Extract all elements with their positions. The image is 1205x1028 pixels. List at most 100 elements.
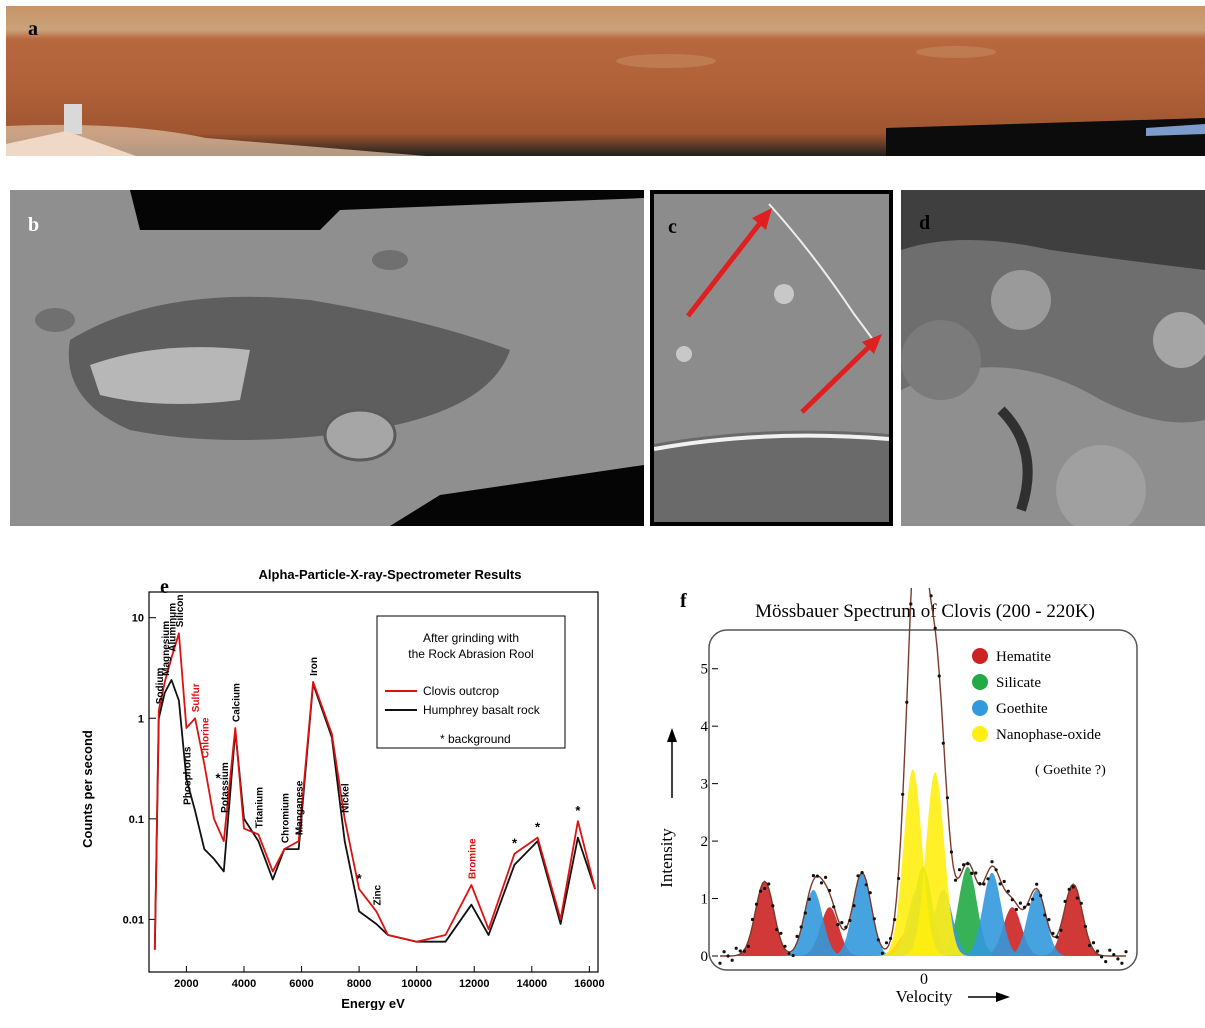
mossbauer-data-point bbox=[1075, 896, 1079, 900]
mossbauer-data-point bbox=[974, 871, 978, 875]
panel-label-d: d bbox=[919, 212, 931, 234]
apxs-ytick-label: 0.1 bbox=[129, 814, 144, 826]
rock-abrasion-photo: b bbox=[10, 190, 644, 526]
apxs-peak-label: Sulfur bbox=[191, 683, 202, 712]
mossbauer-data-point bbox=[1002, 879, 1006, 884]
mossbauer-component-peak bbox=[975, 907, 1049, 956]
mossbauer-data-point bbox=[929, 594, 933, 598]
mossbauer-ytick-label: 1 bbox=[701, 892, 709, 908]
mossbauer-data-point bbox=[962, 863, 966, 867]
mossbauer-legend-label: Goethite bbox=[996, 701, 1048, 717]
mossbauer-data-point bbox=[1091, 941, 1096, 945]
mossbauer-data-point bbox=[1059, 928, 1063, 932]
apxs-legend: After grinding with the Rock Abrasion Ro… bbox=[376, 615, 566, 749]
apxs-xlabel: Energy eV bbox=[341, 996, 405, 1010]
mossbauer-data-point bbox=[763, 886, 767, 891]
mossbauer-data-point bbox=[1096, 949, 1100, 953]
apxs-peak-label: Iron bbox=[309, 657, 320, 676]
mossbauer-data-point bbox=[945, 796, 949, 800]
mossbauer-component-peak bbox=[898, 772, 972, 956]
mossbauer-data-point bbox=[783, 944, 787, 948]
apxs-plot-frame bbox=[148, 591, 599, 973]
electron-microscope-texture bbox=[901, 190, 1205, 526]
mossbauer-data-point bbox=[1067, 887, 1071, 891]
mossbauer-data-point bbox=[1006, 889, 1010, 893]
apxs-background-marker: * bbox=[357, 871, 363, 886]
mossbauer-component-peak bbox=[1000, 889, 1074, 956]
microscope-features bbox=[654, 203, 889, 522]
mossbauer-data-point bbox=[722, 950, 726, 954]
mossbauer-data-point bbox=[856, 874, 860, 878]
mossbauer-data-point bbox=[734, 946, 738, 950]
mossbauer-xlabel: Velocity bbox=[896, 987, 953, 1006]
mossbauer-plot-frame bbox=[708, 629, 1138, 971]
mossbauer-legend-label: Hematite bbox=[996, 649, 1051, 665]
mossbauer-data-point bbox=[880, 951, 884, 955]
mossbauer-data-point bbox=[994, 868, 998, 872]
mossbauer-data-point bbox=[746, 944, 750, 948]
apxs-ytick-label: 10 bbox=[132, 613, 144, 625]
mossbauer-data-point bbox=[966, 862, 970, 866]
apxs-peak-label: Bromine bbox=[467, 838, 478, 879]
mossbauer-legend-label: Silicate bbox=[996, 675, 1041, 691]
apxs-ytick-label: 0.01 bbox=[123, 914, 144, 926]
mossbauer-data-point bbox=[978, 882, 982, 886]
mossbauer-data-point bbox=[836, 923, 840, 927]
apxs-peak-label: Manganese bbox=[295, 780, 306, 835]
mossbauer-ytick-label: 5 bbox=[701, 662, 709, 678]
mossbauer-legend-swatch bbox=[972, 700, 988, 716]
red-arrow-upper bbox=[686, 208, 772, 318]
mossbauer-data-point bbox=[986, 877, 990, 881]
apxs-peak-label: Potassium bbox=[220, 762, 231, 813]
mossbauer-component-peak bbox=[931, 866, 1005, 956]
mossbauer-data-point bbox=[771, 904, 775, 908]
mossbauer-data-point bbox=[767, 882, 771, 886]
mossbauer-data-point bbox=[1010, 898, 1014, 902]
mossbauer-data-point bbox=[1022, 905, 1027, 909]
mossbauer-data-point bbox=[840, 921, 844, 925]
mossbauer-data-point bbox=[738, 949, 742, 953]
apxs-legend-background-note: * background bbox=[440, 732, 511, 746]
mossbauer-data-point bbox=[884, 941, 889, 945]
mossbauer-ytick-label: 3 bbox=[701, 777, 709, 793]
mossbauer-data-point bbox=[726, 954, 730, 958]
apxs-background-marker: * bbox=[575, 803, 581, 818]
mossbauer-data-point bbox=[953, 878, 958, 882]
mossbauer-data-point bbox=[949, 850, 953, 854]
mossbauer-data-point bbox=[1051, 931, 1055, 935]
mossbauer-data-point bbox=[1047, 918, 1051, 922]
red-arrow-lower bbox=[800, 334, 882, 414]
rock-abrasion-texture bbox=[10, 190, 644, 526]
mossbauer-data-point bbox=[1043, 913, 1047, 917]
apxs-ylabel: Counts per second bbox=[80, 730, 95, 848]
mossbauer-fit-envelope bbox=[720, 588, 1126, 957]
mossbauer-legend-swatch bbox=[972, 648, 988, 664]
mossbauer-component-peak bbox=[876, 769, 950, 956]
mossbauer-data-point bbox=[775, 928, 779, 932]
mossbauer-data-point bbox=[1083, 924, 1087, 929]
mossbauer-data-point bbox=[815, 874, 819, 878]
mossbauer-data-point bbox=[1014, 907, 1018, 912]
apxs-peak-label: Silicon bbox=[175, 594, 186, 627]
mossbauer-data-point bbox=[1100, 955, 1104, 959]
mossbauer-data-point bbox=[819, 881, 824, 885]
mossbauer-data-point bbox=[1071, 885, 1075, 889]
mossbauer-data-point bbox=[1035, 882, 1039, 886]
mossbauer-data-point bbox=[787, 951, 791, 955]
apxs-xtick-label: 12000 bbox=[459, 978, 490, 990]
mossbauer-data-point bbox=[970, 871, 974, 875]
mossbauer-data-point bbox=[811, 874, 815, 878]
apxs-background-marker: * bbox=[216, 771, 222, 786]
mossbauer-component-peak bbox=[1036, 884, 1110, 956]
apxs-peak-label: Titanium bbox=[254, 787, 265, 829]
mossbauer-data-point bbox=[860, 871, 864, 875]
mossbauer-data-point bbox=[1108, 948, 1112, 952]
mossbauer-data-point bbox=[998, 882, 1002, 886]
mossbauer-legend-note: ( Goethite ?) bbox=[1035, 763, 1106, 778]
panorama-terrain bbox=[6, 46, 1205, 156]
mossbauer-data-point bbox=[754, 902, 759, 906]
mossbauer-data-point bbox=[888, 936, 893, 941]
mossbauer-data-point bbox=[1120, 961, 1124, 965]
panel-label-e: e bbox=[160, 576, 169, 598]
mossbauer-data-point bbox=[941, 741, 945, 745]
